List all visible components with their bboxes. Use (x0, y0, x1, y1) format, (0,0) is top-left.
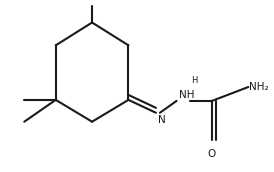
Text: NH₂: NH₂ (249, 82, 269, 92)
Text: O: O (208, 149, 216, 159)
Text: NH: NH (179, 90, 194, 100)
Text: H: H (191, 76, 198, 85)
Text: N: N (158, 115, 166, 125)
